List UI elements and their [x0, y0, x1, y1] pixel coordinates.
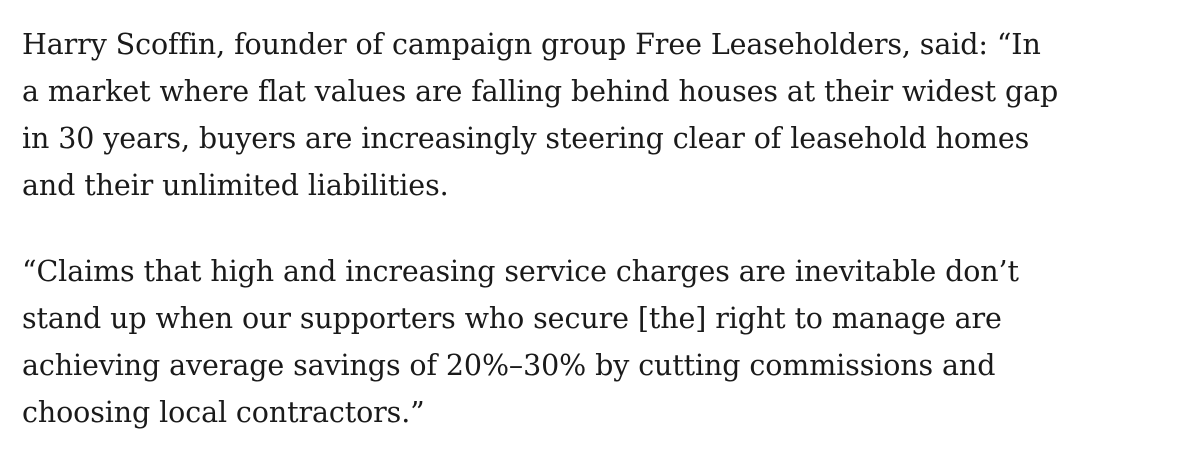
text-line: a market where flat values are falling b…: [22, 75, 1059, 108]
article: Harry Scoffin, founder of campaign group…: [22, 21, 1199, 436]
text-line: “Claims that high and increasing service…: [22, 255, 1019, 288]
text-line: stand up when our supporters who secure …: [22, 302, 1002, 335]
text-line: achieving average savings of 20%–30% by …: [22, 349, 996, 382]
paragraph: Harry Scoffin, founder of campaign group…: [22, 21, 1199, 209]
text-line: in 30 years, buyers are increasingly ste…: [22, 122, 1030, 155]
text-line: choosing local contractors.”: [22, 396, 425, 429]
text-line: Harry Scoffin, founder of campaign group…: [22, 28, 1041, 61]
paragraph: “Claims that high and increasing service…: [22, 248, 1199, 436]
text-line: and their unlimited liabilities.: [22, 169, 449, 202]
